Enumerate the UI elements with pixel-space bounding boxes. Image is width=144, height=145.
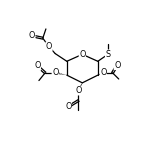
Text: O: O xyxy=(100,68,106,77)
Text: S: S xyxy=(105,50,110,59)
Text: O: O xyxy=(34,61,41,70)
Text: O: O xyxy=(79,50,86,59)
Text: O: O xyxy=(114,61,120,70)
Text: O: O xyxy=(46,42,52,51)
Polygon shape xyxy=(77,83,82,91)
Text: O: O xyxy=(29,31,35,40)
Text: O: O xyxy=(52,68,58,77)
Polygon shape xyxy=(98,72,104,75)
Text: O: O xyxy=(65,102,72,111)
Text: O: O xyxy=(75,86,82,95)
